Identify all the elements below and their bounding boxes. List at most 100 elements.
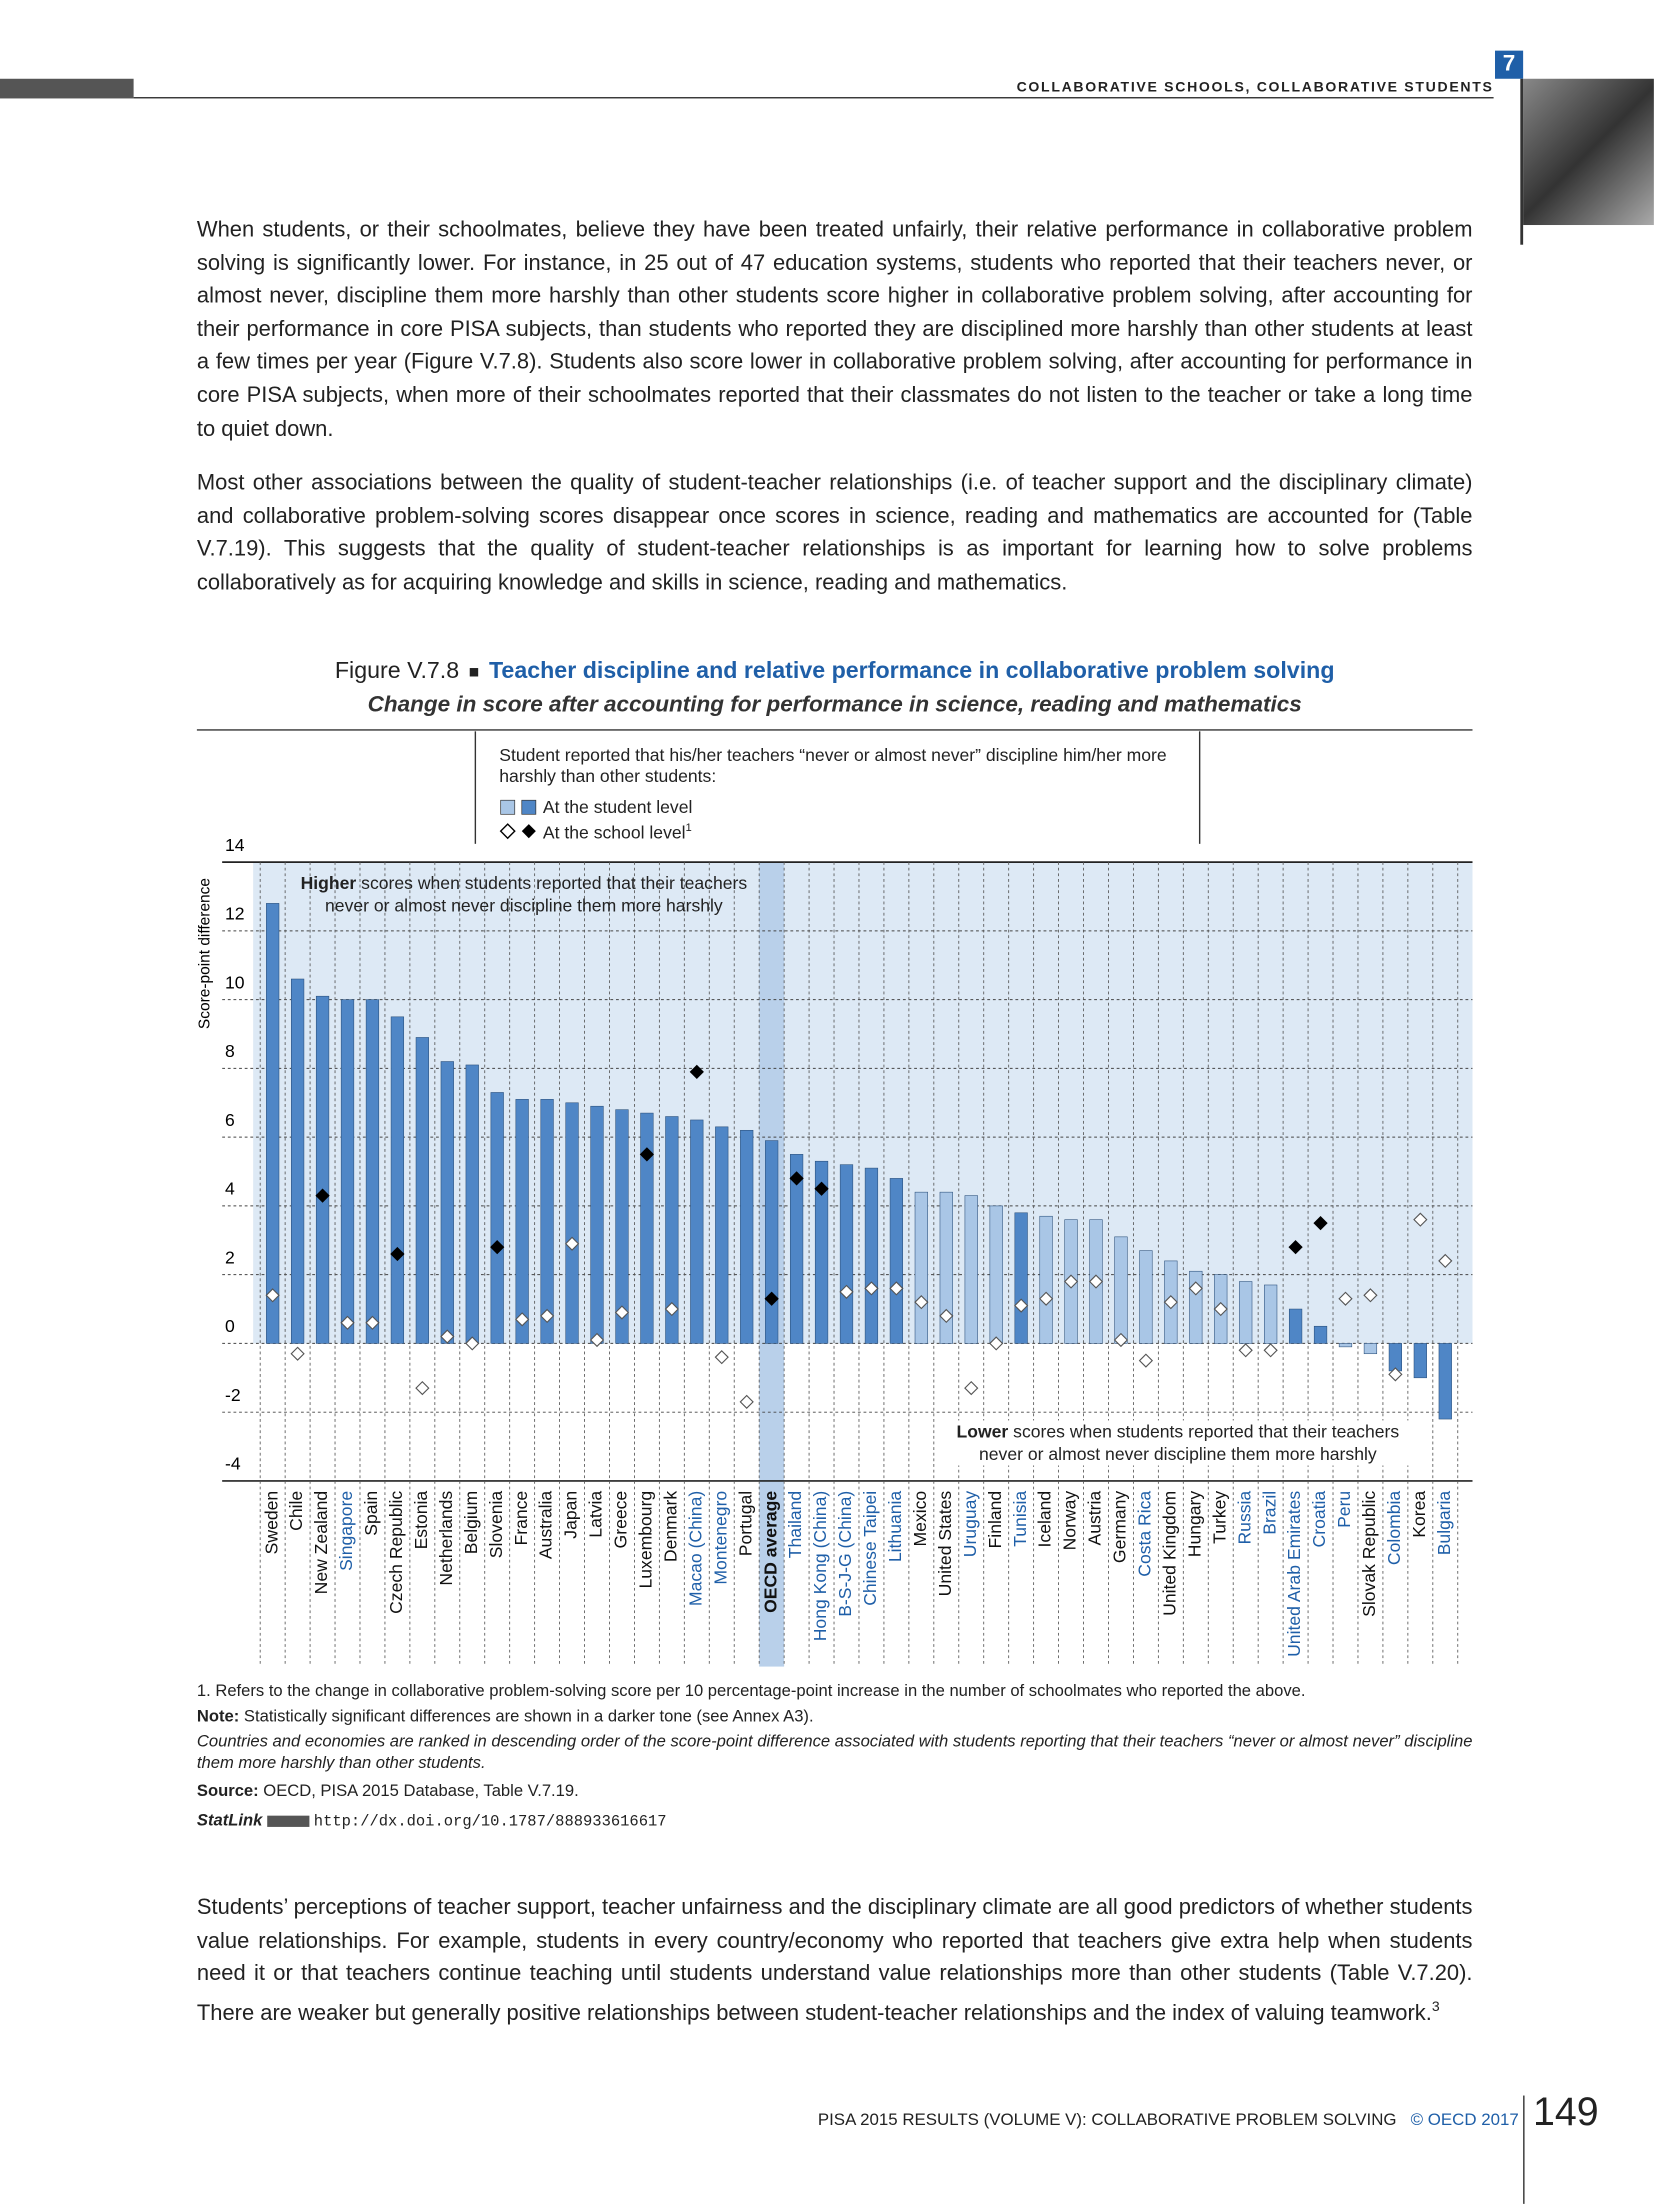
diamond-marker	[839, 1284, 854, 1299]
bar	[590, 1105, 604, 1344]
diamond-marker	[1014, 1298, 1029, 1313]
x-tick-label: Luxembourg	[636, 1491, 656, 1589]
bar	[1114, 1236, 1128, 1344]
y-tick-label: 4	[225, 1179, 235, 1199]
chapter-number: 7	[1495, 50, 1524, 79]
note-text: Statistically significant differences ar…	[243, 1705, 814, 1726]
diamond-marker	[814, 1181, 829, 1196]
y-axis-label: Score-point difference	[197, 878, 214, 1029]
bar	[1039, 1215, 1053, 1344]
annotation-bold: Lower	[956, 1421, 1009, 1442]
legend-title: Student reported that his/her teachers “…	[499, 745, 1167, 787]
page-number: 149	[1532, 2089, 1599, 2134]
note-label: Source:	[196, 1780, 259, 1801]
diamond-marker	[614, 1305, 630, 1320]
diamond-marker	[490, 1240, 505, 1255]
diamond-marker	[1088, 1274, 1104, 1289]
diamond-marker	[589, 1332, 605, 1348]
x-tick-label: Portugal	[735, 1491, 755, 1556]
diamond-marker	[1188, 1281, 1203, 1296]
x-tick-label: Uruguay	[960, 1491, 980, 1558]
figure-label: Figure V.7.8	[334, 658, 460, 684]
x-tick-label: Slovenia	[486, 1491, 506, 1559]
x-tick-label: Croatia	[1309, 1491, 1329, 1548]
header-bar	[0, 78, 134, 99]
y-tick-label: 6	[225, 1110, 235, 1130]
diamond-marker	[964, 1380, 979, 1396]
statlink-label: StatLink	[196, 1810, 263, 1830]
diamond-marker	[789, 1171, 804, 1186]
x-tick-label: Korea	[1409, 1491, 1429, 1538]
y-tick-label: 10	[225, 972, 245, 992]
annotation-text: never or almost never discipline them mo…	[979, 1444, 1377, 1465]
bar	[814, 1160, 829, 1344]
x-tick-label: Iceland	[1035, 1491, 1055, 1548]
x-tick-label: Germany	[1110, 1491, 1130, 1563]
x-tick-label: Bulgaria	[1434, 1491, 1454, 1556]
bar	[1313, 1325, 1328, 1344]
x-tick-label: Estonia	[411, 1491, 431, 1550]
x-tick-label: Turkey	[1209, 1491, 1229, 1544]
x-tick-label: Norway	[1060, 1491, 1080, 1551]
diamond-marker	[939, 1308, 954, 1324]
diamond-marker	[465, 1336, 480, 1351]
diamond-marker	[1138, 1353, 1154, 1368]
bar	[914, 1191, 928, 1344]
x-tick-label: Chile	[286, 1491, 306, 1531]
x-tick-label: Thailand	[785, 1491, 805, 1558]
bar	[939, 1191, 953, 1344]
positive-region	[253, 862, 1473, 1344]
x-tick-label: Czech Republic	[386, 1491, 406, 1614]
note: Note: Statistically significant differen…	[197, 1706, 1473, 1727]
diamond-marker	[739, 1394, 754, 1409]
footer-copyright: © OECD 2017	[1410, 2109, 1519, 2130]
x-tick-label: Greece	[611, 1491, 631, 1549]
x-tick-label: Hungary	[1184, 1491, 1204, 1558]
bar	[1338, 1343, 1353, 1348]
statlink-url[interactable]: http://dx.doi.org/10.1787/888933616617	[313, 1814, 667, 1832]
diamond-marker	[1338, 1291, 1353, 1306]
diamond-marker	[564, 1236, 580, 1251]
bar	[1264, 1284, 1278, 1344]
bar	[1413, 1343, 1427, 1379]
x-tick-label: Austria	[1085, 1491, 1105, 1546]
bar	[839, 1164, 854, 1344]
bar	[740, 1129, 754, 1344]
bar	[690, 1119, 704, 1344]
x-tick-label: Denmark	[660, 1491, 680, 1563]
note: Source: OECD, PISA 2015 Database, Table …	[197, 1781, 1473, 1802]
x-tick-label: Costa Rica	[1135, 1491, 1155, 1577]
diamond-marker	[664, 1301, 679, 1317]
x-tick-label: Tunisia	[1010, 1491, 1030, 1547]
note-label: Note:	[196, 1705, 240, 1726]
footer-rule	[1523, 2095, 1525, 2204]
x-tick-label: Peru	[1334, 1491, 1354, 1528]
diamond-marker	[1313, 1215, 1328, 1231]
bar	[615, 1109, 629, 1344]
diamond-marker	[415, 1380, 430, 1396]
chapter-photo	[1523, 78, 1654, 226]
x-tick-label: B-S-J-G (China)	[835, 1491, 855, 1617]
bar	[864, 1167, 879, 1344]
x-tick-label: Singapore	[336, 1491, 356, 1571]
x-tick-label: Netherlands	[436, 1491, 456, 1586]
diamond-marker	[764, 1291, 779, 1306]
bar	[315, 995, 330, 1344]
bar	[266, 903, 280, 1344]
x-tick-label: Hong Kong (China)	[810, 1491, 830, 1641]
x-tick-label: France	[511, 1491, 531, 1546]
x-tick-label: Australia	[536, 1491, 556, 1560]
footnote-ref: 3	[1431, 1999, 1440, 2016]
diamond-marker	[440, 1329, 455, 1344]
paragraph-text: Students’ perceptions of teacher support…	[196, 1895, 1473, 2026]
footer-publication: PISA 2015 RESULTS (VOLUME V): COLLABORAT…	[817, 2109, 1397, 2130]
separator	[469, 667, 479, 676]
statlink: StatLink http://dx.doi.org/10.1787/88893…	[197, 1810, 1473, 1834]
diamond-marker	[714, 1350, 729, 1365]
x-tick-label: Finland	[985, 1491, 1005, 1549]
y-tick-label: 8	[225, 1041, 235, 1061]
x-tick-label: New Zealand	[311, 1491, 331, 1595]
bar	[789, 1154, 804, 1344]
diamond-marker	[1113, 1332, 1129, 1348]
